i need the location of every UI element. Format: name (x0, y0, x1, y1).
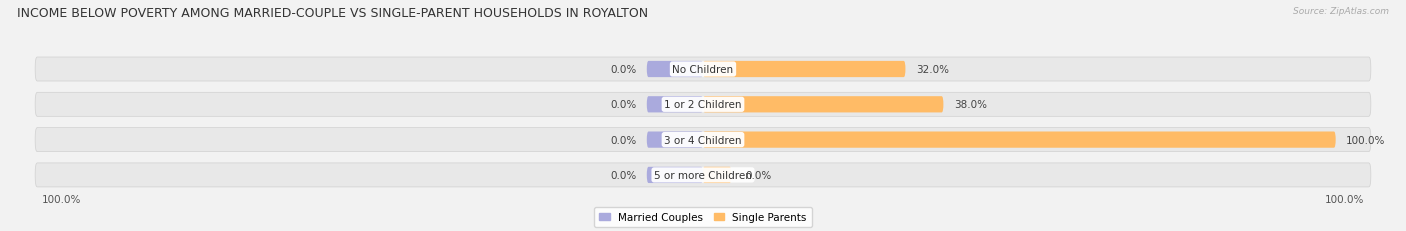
FancyBboxPatch shape (647, 167, 703, 183)
FancyBboxPatch shape (35, 93, 1371, 117)
FancyBboxPatch shape (35, 128, 1371, 152)
FancyBboxPatch shape (647, 132, 703, 148)
Text: 100.0%: 100.0% (1347, 135, 1386, 145)
Text: 100.0%: 100.0% (42, 194, 82, 204)
Text: 1 or 2 Children: 1 or 2 Children (664, 100, 742, 110)
Text: 0.0%: 0.0% (745, 170, 772, 180)
Text: 0.0%: 0.0% (610, 170, 637, 180)
FancyBboxPatch shape (703, 167, 731, 183)
Text: 0.0%: 0.0% (610, 100, 637, 110)
Text: INCOME BELOW POVERTY AMONG MARRIED-COUPLE VS SINGLE-PARENT HOUSEHOLDS IN ROYALTO: INCOME BELOW POVERTY AMONG MARRIED-COUPL… (17, 7, 648, 20)
FancyBboxPatch shape (703, 62, 905, 78)
FancyBboxPatch shape (35, 58, 1371, 82)
FancyBboxPatch shape (703, 97, 943, 113)
Text: 0.0%: 0.0% (610, 135, 637, 145)
Text: 32.0%: 32.0% (917, 65, 949, 75)
Text: 3 or 4 Children: 3 or 4 Children (664, 135, 742, 145)
Text: 38.0%: 38.0% (953, 100, 987, 110)
Text: Source: ZipAtlas.com: Source: ZipAtlas.com (1294, 7, 1389, 16)
FancyBboxPatch shape (703, 132, 1336, 148)
Text: No Children: No Children (672, 65, 734, 75)
Legend: Married Couples, Single Parents: Married Couples, Single Parents (595, 207, 811, 227)
FancyBboxPatch shape (647, 62, 703, 78)
Text: 0.0%: 0.0% (610, 65, 637, 75)
FancyBboxPatch shape (647, 97, 703, 113)
FancyBboxPatch shape (35, 163, 1371, 187)
Text: 100.0%: 100.0% (1324, 194, 1364, 204)
Text: 5 or more Children: 5 or more Children (654, 170, 752, 180)
